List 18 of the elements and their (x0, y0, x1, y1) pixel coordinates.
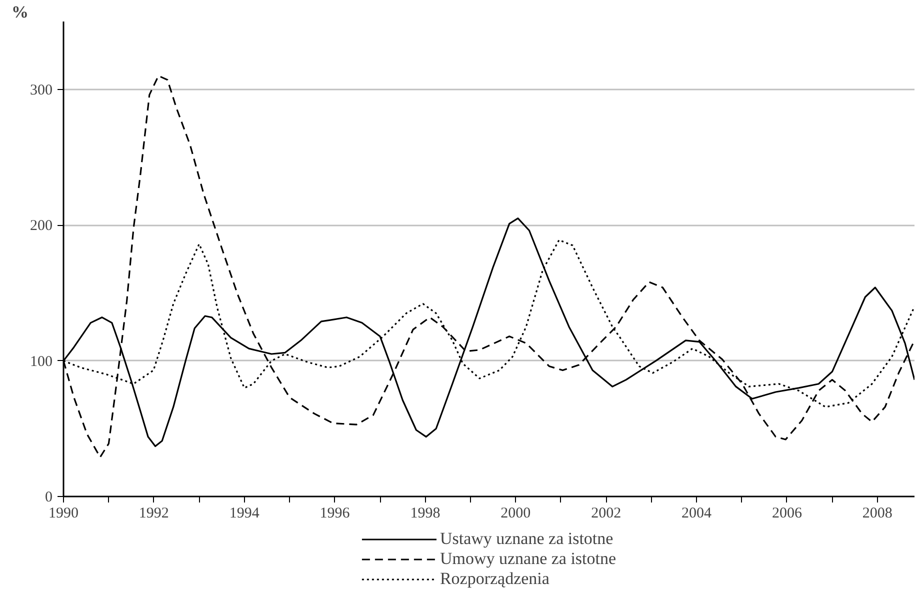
legend-label: Umowy uznane za istotne (440, 549, 616, 569)
legend-label: Rozporządzenia (440, 569, 550, 589)
x-tick-label: 1998 (410, 506, 440, 522)
y-tick-label: 200 (30, 218, 52, 234)
x-tick-label: 1992 (138, 506, 169, 522)
y-tick-label: 0 (45, 490, 52, 506)
x-tick-label: 1990 (48, 506, 78, 522)
x-tick-label: 2008 (862, 506, 892, 522)
y-axis-title: % (12, 2, 28, 22)
x-tick-label: 1996 (320, 506, 350, 522)
x-tick-label: 1994 (229, 506, 260, 522)
y-tick-label: 100 (30, 354, 52, 370)
x-tick-label: 2002 (591, 506, 622, 522)
legend-label: Ustawy uznane za istotne (440, 529, 614, 549)
x-tick-label: 2006 (772, 506, 802, 522)
x-tick-label: 2004 (682, 506, 712, 522)
x-tick-label: 2000 (500, 506, 531, 522)
y-tick-label: 300 (30, 82, 52, 98)
